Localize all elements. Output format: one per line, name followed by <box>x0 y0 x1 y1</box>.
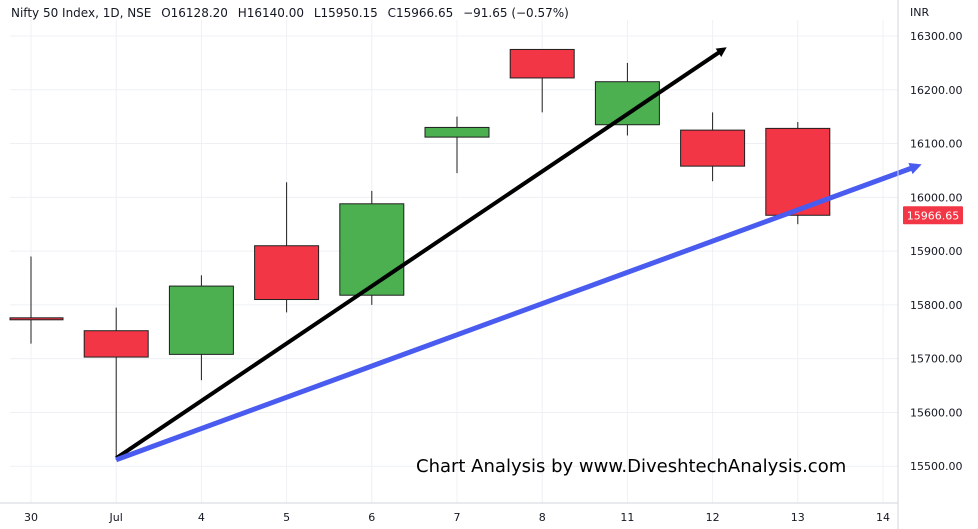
candle-body <box>254 245 320 301</box>
candle-body <box>509 48 575 79</box>
candle-body <box>424 126 490 138</box>
last-price-label: 15966.65 <box>907 209 960 222</box>
x-tick-label: 13 <box>791 511 805 524</box>
y-tick-label: 15600.00 <box>910 406 963 419</box>
x-tick-label: 8 <box>539 511 546 524</box>
candle-body <box>168 285 234 355</box>
y-tick-label: 16200.00 <box>910 84 963 97</box>
currency-label: INR <box>910 6 929 19</box>
candle-12 <box>680 112 746 182</box>
black-trendline[interactable] <box>115 47 727 460</box>
change-value: −91.65 (−0.57%) <box>463 6 569 20</box>
low-value: L15950.15 <box>313 6 378 20</box>
x-tick-label: 5 <box>283 511 290 524</box>
x-tick-label: 12 <box>706 511 720 524</box>
watermark-text: Chart Analysis by www.DiveshtechAnalysis… <box>416 456 846 477</box>
y-tick-label: 15900.00 <box>910 245 963 258</box>
candle-body <box>594 81 660 126</box>
x-tick-label: 11 <box>620 511 634 524</box>
candle-30 <box>9 256 64 344</box>
candle-body <box>339 203 405 296</box>
x-tick-label: 6 <box>368 511 375 524</box>
grid <box>10 20 898 503</box>
y-tick-label: 15700.00 <box>910 353 963 366</box>
candle-11 <box>594 62 660 136</box>
x-tick-label: 30 <box>24 511 38 524</box>
symbol-label[interactable]: Nifty 50 Index, 1D, NSE <box>11 6 152 20</box>
y-tick-label: 16300.00 <box>910 30 963 43</box>
high-value: H16140.00 <box>237 6 305 20</box>
candle-5 <box>254 182 320 313</box>
trendlines <box>115 47 922 463</box>
chart-header: Nifty 50 Index, 1D, NSE O16128.20 H16140… <box>11 6 575 20</box>
x-tick-label: Jul <box>109 511 123 524</box>
candle-body <box>9 317 64 321</box>
candle-7 <box>424 116 490 174</box>
candles <box>9 48 831 460</box>
last-price-badge <box>903 206 963 225</box>
candle-8 <box>509 48 575 113</box>
x-tick-label: 4 <box>198 511 205 524</box>
y-tick-label: 15800.00 <box>910 299 963 312</box>
y-tick-label: 16100.00 <box>910 138 963 151</box>
candle-body <box>680 129 746 167</box>
blue-trendline[interactable] <box>115 162 922 463</box>
candle-Jul <box>83 307 149 460</box>
y-tick-label: 15500.00 <box>910 460 963 473</box>
y-tick-label: 16000.00 <box>910 191 963 204</box>
x-tick-label: 7 <box>454 511 461 524</box>
x-tick-label: 14 <box>876 511 890 524</box>
close-value: C15966.65 <box>387 6 454 20</box>
candle-4 <box>168 275 234 381</box>
open-value: O16128.20 <box>161 6 228 20</box>
candle-body <box>83 330 149 358</box>
